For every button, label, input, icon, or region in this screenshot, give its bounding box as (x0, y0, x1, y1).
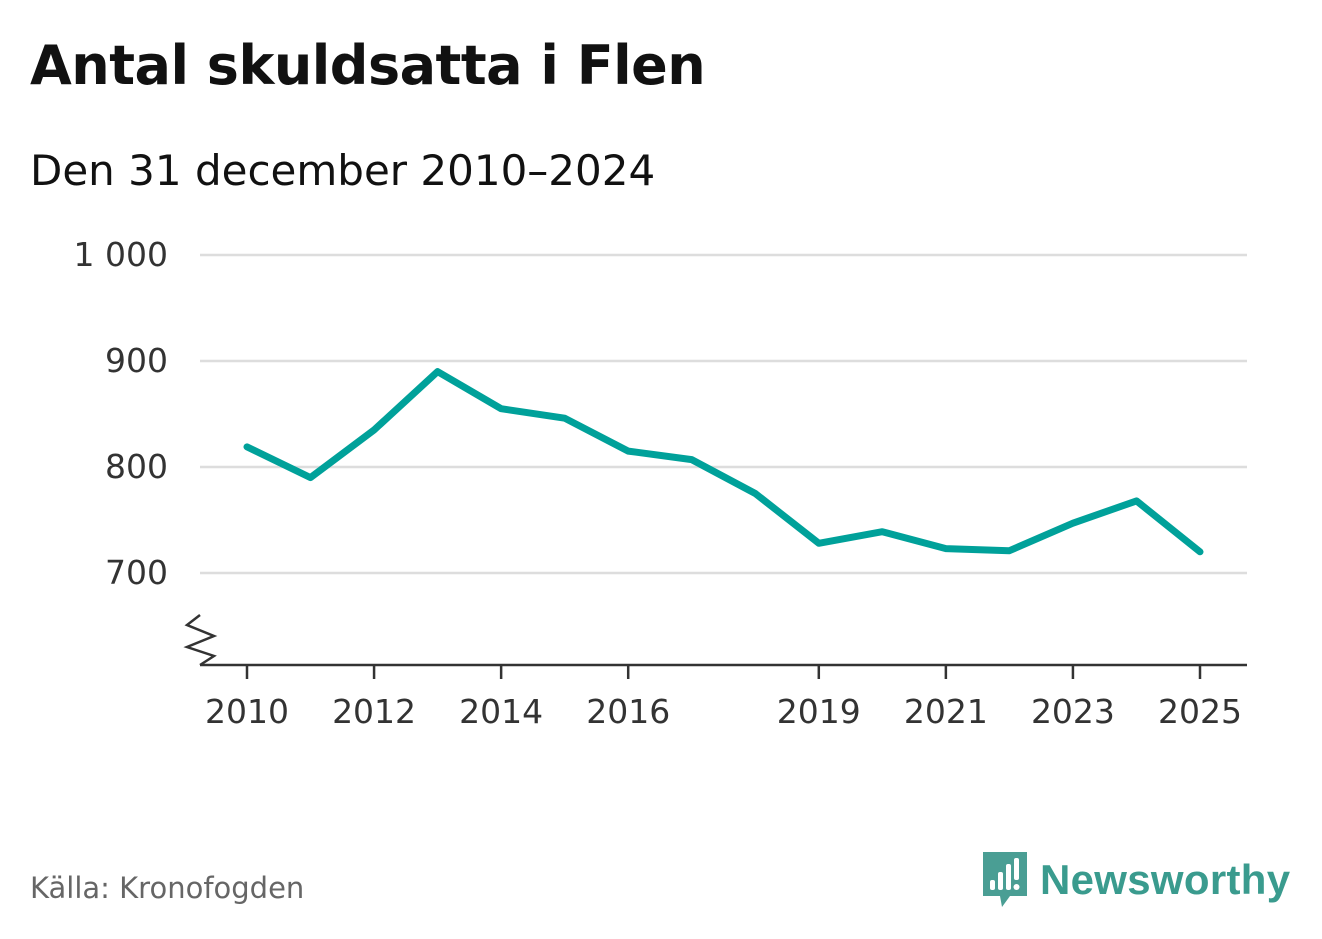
x-tick-label: 2014 (459, 692, 543, 731)
x-tick-label: 2016 (586, 692, 670, 731)
x-tick-label: 2023 (1031, 692, 1115, 731)
y-tick-label: 800 (105, 447, 168, 486)
x-axis: 2010 2012 2014 2016 2019 2021 2023 2025 (200, 663, 1247, 731)
y-axis-break-icon (183, 614, 218, 667)
newsworthy-logo-icon (983, 852, 1027, 907)
y-tick-label: 1 000 (74, 235, 168, 274)
y-tick-label: 700 (105, 553, 168, 592)
x-tick-label: 2025 (1158, 692, 1242, 731)
y-axis-ticks: 700 800 900 1 000 (74, 235, 168, 592)
series-line (243, 368, 1204, 556)
brand-name: Newsworthy (1040, 856, 1291, 903)
brand-logo: Newsworthy (980, 850, 1290, 910)
chart-title: Antal skuldsatta i Flen (30, 34, 706, 97)
gridlines (200, 253, 1247, 575)
axis-break-zigzag (183, 614, 218, 667)
x-tick-label: 2012 (332, 692, 416, 731)
x-tick-label: 2019 (777, 692, 861, 731)
x-tick-label: 2021 (904, 692, 988, 731)
source-note: Källa: Kronofogden (30, 871, 305, 905)
chart-subtitle: Den 31 december 2010–2024 (30, 146, 656, 195)
y-tick-label: 900 (105, 341, 168, 380)
series-group (243, 368, 1204, 556)
x-tick-label: 2010 (205, 692, 289, 731)
